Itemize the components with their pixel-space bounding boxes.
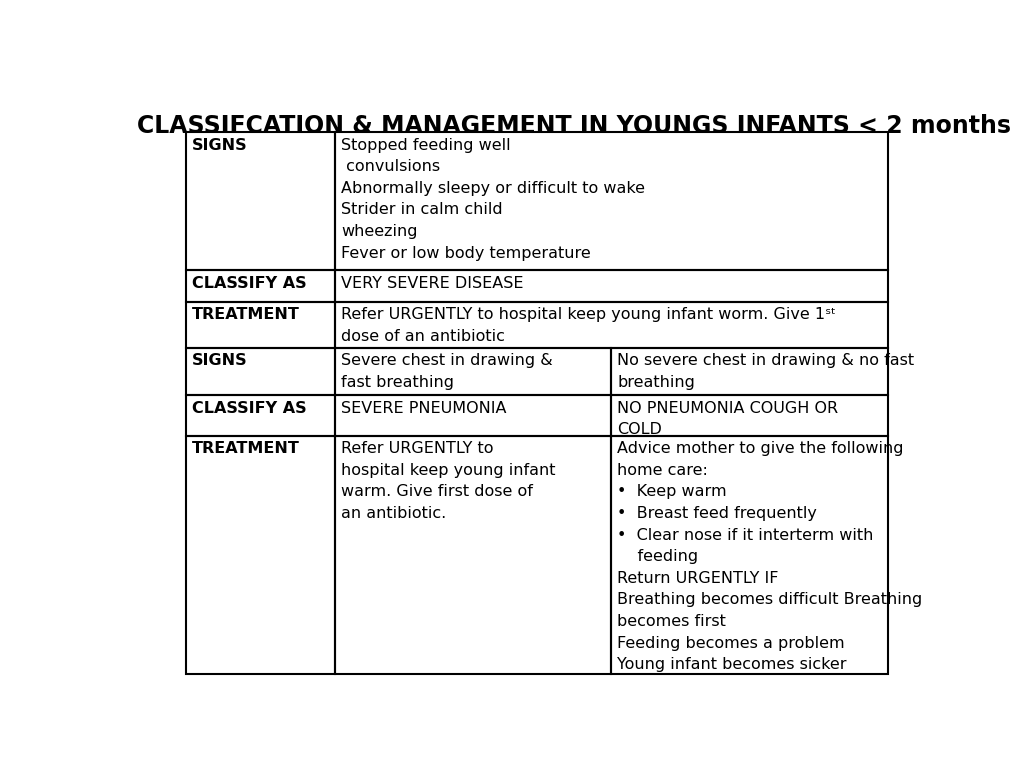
Bar	[335, 270, 888, 302]
Bar	[186, 270, 335, 302]
Bar	[335, 396, 611, 436]
Text: CLASSIFY AS: CLASSIFY AS	[193, 276, 307, 290]
Bar	[335, 436, 611, 674]
Text: Severe chest in drawing &
fast breathing: Severe chest in drawing & fast breathing	[341, 353, 553, 389]
Bar	[611, 348, 888, 396]
Bar	[186, 436, 335, 674]
Text: SEVERE PNEUMONIA: SEVERE PNEUMONIA	[341, 401, 507, 415]
Text: CLASSIFCATION & MANAGEMENT IN YOUNGS INFANTS < 2 months: CLASSIFCATION & MANAGEMENT IN YOUNGS INF…	[137, 114, 1012, 137]
Text: Advice mother to give the following
home care:
•  Keep warm
•  Breast feed frequ: Advice mother to give the following home…	[617, 442, 923, 672]
Bar	[186, 302, 335, 348]
Bar	[335, 132, 888, 270]
Text: Stopped feeding well
 convulsions
Abnormally sleepy or difficult to wake
Strider: Stopped feeding well convulsions Abnorma…	[341, 137, 645, 260]
Bar	[335, 302, 888, 348]
Bar	[186, 132, 335, 270]
Text: TREATMENT: TREATMENT	[193, 307, 300, 322]
Bar	[186, 348, 335, 396]
Text: SIGNS: SIGNS	[193, 353, 248, 368]
Text: Refer URGENTLY to
hospital keep young infant
warm. Give first dose of
an antibio: Refer URGENTLY to hospital keep young in…	[341, 442, 555, 521]
Bar	[611, 396, 888, 436]
Bar	[186, 396, 335, 436]
Text: Refer URGENTLY to hospital keep young infant worm. Give 1ˢᵗ
dose of an antibioti: Refer URGENTLY to hospital keep young in…	[341, 307, 836, 343]
Bar	[611, 436, 888, 674]
Text: VERY SEVERE DISEASE: VERY SEVERE DISEASE	[341, 276, 523, 290]
Text: No severe chest in drawing & no fast
breathing: No severe chest in drawing & no fast bre…	[617, 353, 914, 389]
Text: TREATMENT: TREATMENT	[193, 442, 300, 456]
Text: CLASSIFY AS: CLASSIFY AS	[193, 401, 307, 415]
Text: SIGNS: SIGNS	[193, 137, 248, 153]
Bar	[335, 348, 611, 396]
Text: NO PNEUMONIA COUGH OR
COLD: NO PNEUMONIA COUGH OR COLD	[617, 401, 839, 437]
